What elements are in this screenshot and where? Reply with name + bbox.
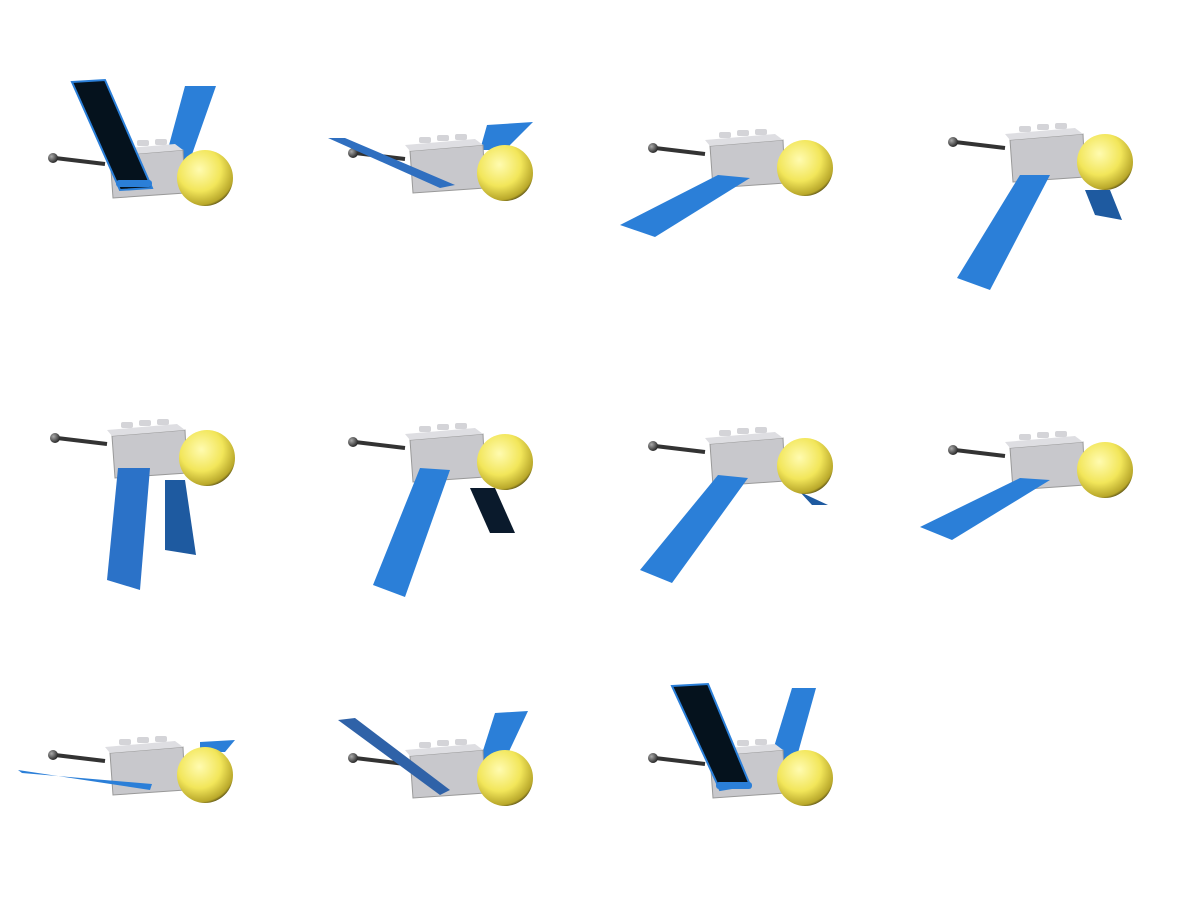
render-frame <box>46 78 235 208</box>
render-frame <box>48 417 237 590</box>
render-frame <box>646 682 835 808</box>
render-frame <box>620 127 835 237</box>
render-frame <box>338 711 535 808</box>
render-frame <box>328 122 535 203</box>
render-frame <box>920 429 1135 540</box>
render-frame <box>18 734 235 805</box>
render-frame <box>640 425 835 583</box>
render-frame <box>946 121 1135 290</box>
render-frame <box>346 421 535 597</box>
